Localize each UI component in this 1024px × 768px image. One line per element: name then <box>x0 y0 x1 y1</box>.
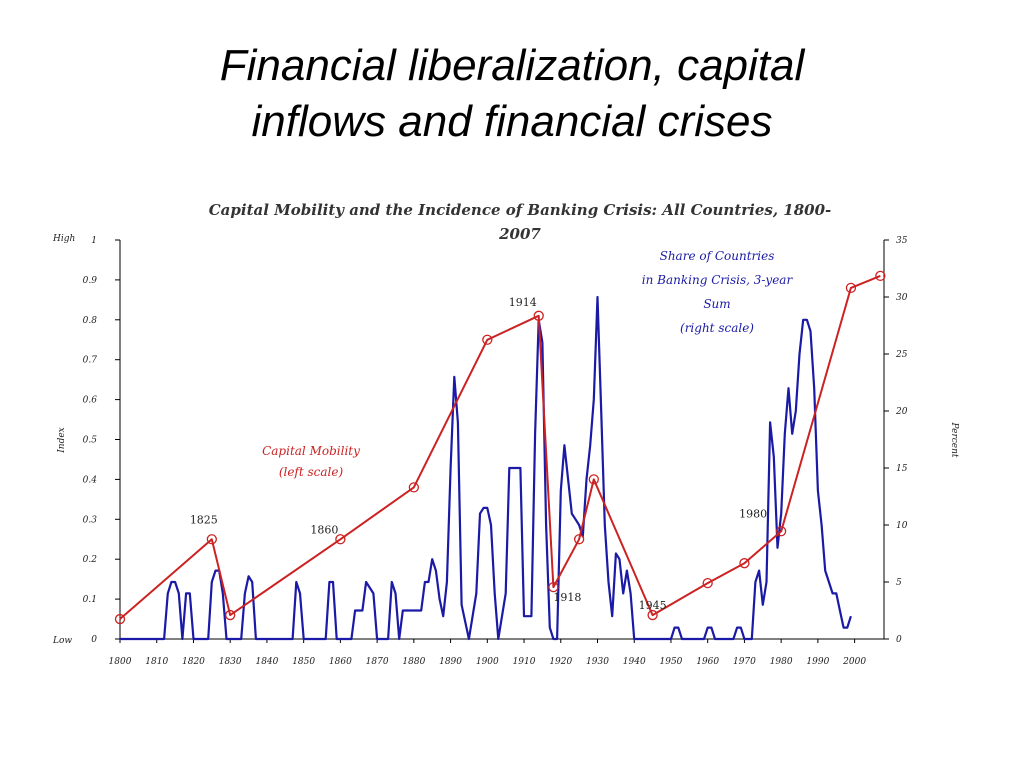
annotation-capital-mobility-line: Capital Mobility <box>262 444 360 458</box>
capital-mobility-marker <box>588 474 599 485</box>
capital-mobility-marker <box>548 581 559 593</box>
x-tick-label: 1820 <box>182 657 205 667</box>
x-tick-label: 1810 <box>145 657 168 667</box>
x-tick-label: 1970 <box>733 657 756 667</box>
x-tick-label: 1920 <box>549 657 572 667</box>
x-tick-label: 1980 <box>770 657 793 667</box>
right-tick-label: 5 <box>896 578 902 588</box>
x-tick-label: 1930 <box>586 657 609 667</box>
x-tick-label: 2000 <box>842 657 866 667</box>
x-tick-label: 1840 <box>255 657 278 667</box>
left-axis-low-label: Low <box>52 636 72 646</box>
slide-title-line1: Financial liberalization, capital <box>219 41 805 90</box>
x-tick-label: 1860 <box>329 657 352 667</box>
point-label-1914: 1914 <box>509 296 537 309</box>
point-label-1825: 1825 <box>190 513 218 526</box>
x-tick-label: 1890 <box>439 657 462 667</box>
series-banking-crisis <box>120 295 852 641</box>
capital-mobility-marker <box>702 577 713 589</box>
annotation-share-crisis-line: Sum <box>703 297 730 311</box>
chart-title-line1: Capital Mobility and the Incidence of Ba… <box>208 201 832 219</box>
annotation-share-crisis-line: (right scale) <box>680 321 754 335</box>
right-axis-title: Percent <box>949 421 959 457</box>
right-tick-label: 25 <box>895 350 908 360</box>
capital-mobility-marker <box>739 558 750 569</box>
banking-crisis-line <box>120 295 852 641</box>
annotation-capital-mobility-line: (left scale) <box>279 465 344 479</box>
x-tick-label: 1940 <box>623 657 646 667</box>
capital-mobility-marker <box>408 482 419 493</box>
slide-title-line2: inflows and financial crises <box>251 97 773 146</box>
right-tick-label: 10 <box>896 521 908 531</box>
left-tick-label: 0.4 <box>83 475 98 485</box>
left-tick-label: 0.8 <box>83 316 98 326</box>
left-tick-label: 0.5 <box>83 436 98 446</box>
x-tick-label: 1910 <box>513 657 536 667</box>
point-label-1860: 1860 <box>310 523 338 536</box>
x-tick-label: 1990 <box>806 657 829 667</box>
capital-mobility-marker <box>533 310 544 321</box>
left-tick-label: 0 <box>91 635 97 645</box>
capital-mobility-marker <box>776 526 787 537</box>
x-tick-label: 1900 <box>476 657 499 667</box>
left-tick-label: 0.7 <box>83 356 98 366</box>
chart-annotations: Capital Mobility (left scale) Share of Cou… <box>262 249 793 479</box>
capital-mobility-marker <box>206 534 217 545</box>
left-tick-label: 1 <box>91 236 97 246</box>
left-axis-title: Index <box>57 427 67 454</box>
left-tick-label: 0.3 <box>83 515 98 525</box>
x-tick-label: 1870 <box>366 657 389 667</box>
slide-title: Financial liberalization, capital inflow… <box>60 38 964 150</box>
capital-mobility-marker <box>335 534 346 545</box>
capital-mobility-marker <box>647 609 658 621</box>
point-label-1980: 1980 <box>739 507 767 520</box>
capital-mobility-line <box>119 274 881 620</box>
left-tick-label: 0.1 <box>83 595 97 605</box>
x-tick-label: 1850 <box>292 657 315 667</box>
left-axis-high-label: High <box>52 234 75 244</box>
capital-mobility-marker <box>225 609 236 621</box>
chart-title: Capital Mobility and the Incidence of Ba… <box>140 198 900 246</box>
left-tick-label: 0.2 <box>83 555 98 565</box>
annotation-share-crisis-line: in Banking Crisis, 3-year <box>642 273 794 287</box>
series-capital-mobility <box>114 270 886 625</box>
capital-mobility-marker <box>573 534 585 545</box>
capital-mobility-marker <box>845 282 857 294</box>
capital-mobility-marker <box>875 270 886 282</box>
chart-point-labels: 1825 1860 1914 1918 1945 1980 <box>190 296 767 612</box>
annotation-share-crisis-line: Share of Countries <box>660 249 775 263</box>
left-tick-label: 0.6 <box>83 396 98 406</box>
x-tick-label: 1960 <box>696 657 719 667</box>
point-label-1918: 1918 <box>553 591 581 604</box>
x-tick-label: 1830 <box>219 657 242 667</box>
chart-title-line2: 2007 <box>499 225 541 243</box>
x-tick-label: 1800 <box>109 657 132 667</box>
right-tick-label: 15 <box>896 464 908 474</box>
left-tick-label: 0.9 <box>83 276 98 286</box>
capital-mobility-marker <box>114 613 126 625</box>
chart-axes: 0 0.1 0.2 0.3 0.4 0.5 0.6 0.7 0.8 0.9 1 High Low Inde… <box>52 234 959 667</box>
point-label-1945: 1945 <box>639 599 667 612</box>
x-tick-label: 1880 <box>402 657 425 667</box>
right-tick-label: 0 <box>896 635 902 645</box>
x-tick-label: 1950 <box>660 657 683 667</box>
right-tick-label: 30 <box>896 293 908 303</box>
capital-mobility-marker <box>482 334 493 345</box>
right-tick-label: 20 <box>895 407 908 417</box>
right-tick-label: 35 <box>896 236 908 246</box>
